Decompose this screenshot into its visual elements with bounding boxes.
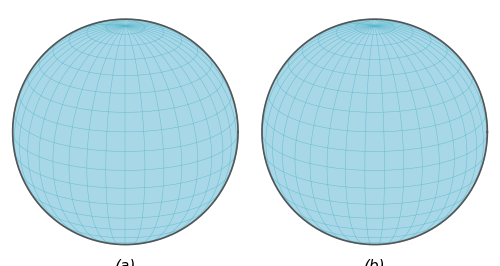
Circle shape: [262, 19, 488, 244]
Circle shape: [12, 19, 238, 244]
Text: (a): (a): [114, 258, 136, 266]
Text: (b): (b): [364, 258, 386, 266]
